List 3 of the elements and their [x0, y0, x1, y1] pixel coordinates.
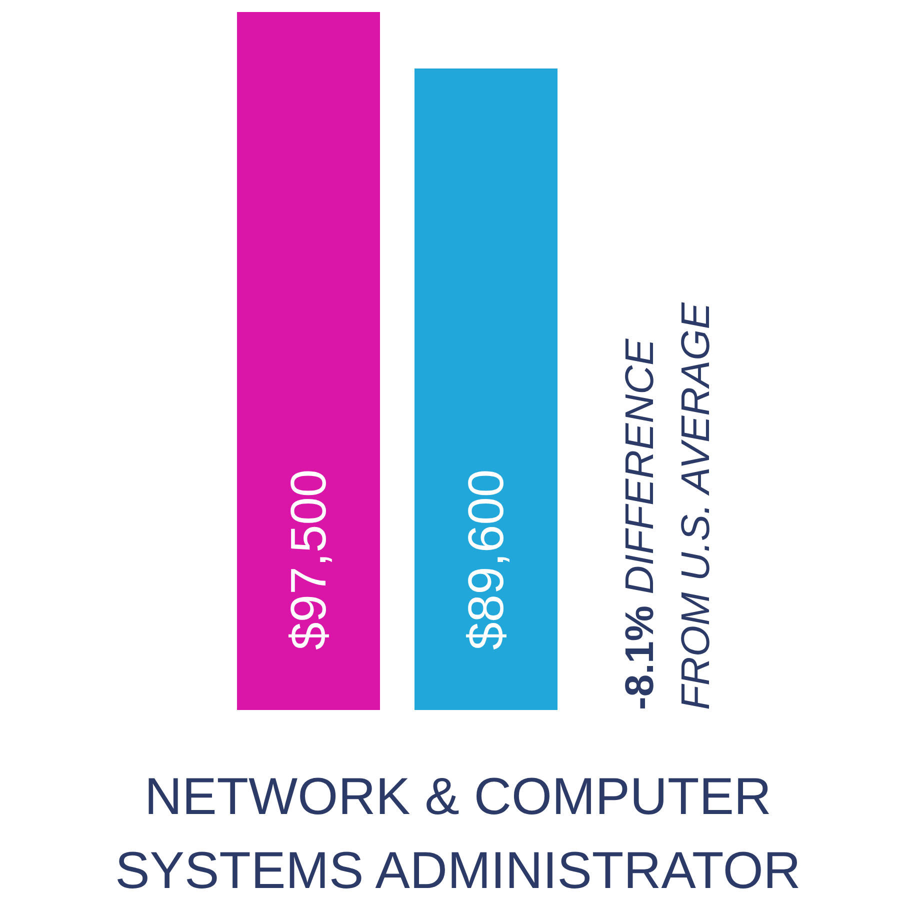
- text: NETWORK & COMPUTER SYSTEMS ADMINISTRATOR: [114, 767, 802, 902]
- data-label: $97,500: [280, 469, 336, 650]
- data-label: $89,600: [458, 469, 514, 650]
